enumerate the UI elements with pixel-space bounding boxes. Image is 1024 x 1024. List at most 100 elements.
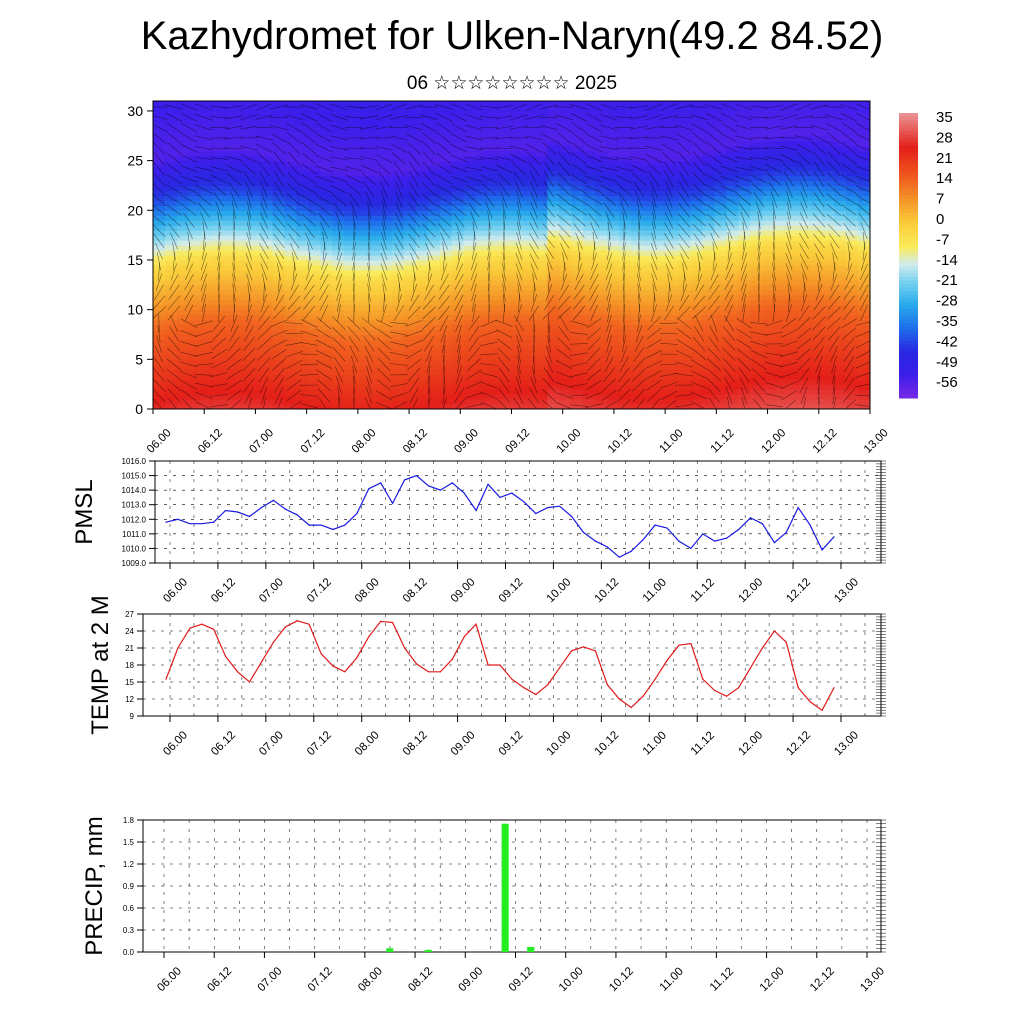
heatmap-cell bbox=[392, 230, 405, 236]
heatmap-cell bbox=[631, 314, 644, 321]
heatmap-cell bbox=[738, 264, 752, 271]
heatmap-cell bbox=[690, 145, 704, 152]
heatmap-cell bbox=[164, 374, 178, 380]
heatmap-cell bbox=[153, 115, 166, 122]
heatmap-cell bbox=[702, 344, 716, 350]
wind-arrow bbox=[516, 335, 522, 353]
heatmap-cell bbox=[272, 235, 286, 241]
heatmap-cell bbox=[678, 120, 692, 127]
wind-arrow bbox=[436, 194, 452, 205]
heatmap-cell bbox=[834, 259, 847, 266]
heatmap-cell bbox=[547, 205, 560, 211]
heatmap-cell bbox=[583, 245, 596, 251]
heatmap-cell bbox=[296, 110, 309, 117]
heatmap-cell bbox=[595, 349, 608, 355]
wind-arrow bbox=[630, 115, 648, 120]
heatmap-cell bbox=[559, 180, 572, 187]
heatmap-cell bbox=[296, 299, 309, 306]
heatmap-cell bbox=[678, 255, 692, 261]
heatmap-cell bbox=[284, 334, 297, 341]
heatmap-cell bbox=[284, 354, 297, 360]
heatmap-cell bbox=[786, 205, 799, 211]
wind-arrow bbox=[516, 273, 522, 291]
heatmap-cell bbox=[714, 379, 728, 385]
wind-arrow bbox=[498, 181, 510, 197]
wind-arrow bbox=[652, 211, 656, 230]
heatmap-cell bbox=[212, 264, 226, 271]
heatmap-cell bbox=[690, 255, 704, 261]
heatmap-cell bbox=[368, 245, 381, 251]
heatmap-cell bbox=[642, 240, 656, 246]
heatmap-cell bbox=[583, 220, 596, 226]
heatmap-cell bbox=[320, 339, 333, 346]
heatmap-cell bbox=[260, 180, 274, 187]
heatmap-cell bbox=[678, 364, 692, 370]
heatmap-cell bbox=[702, 250, 716, 256]
heatmap-cell bbox=[224, 205, 238, 211]
wind-arrow bbox=[180, 351, 198, 357]
heatmap-cell bbox=[164, 145, 178, 152]
heatmap-cell bbox=[248, 344, 262, 350]
heatmap-cell bbox=[463, 354, 477, 360]
heatmap-cell bbox=[559, 225, 572, 231]
wind-arrow bbox=[577, 242, 581, 261]
heatmap-cell bbox=[248, 210, 262, 216]
wind-arrow bbox=[680, 253, 688, 270]
heatmap-cell bbox=[296, 135, 309, 142]
heatmap-cell bbox=[212, 135, 226, 142]
heatmap-cell bbox=[475, 115, 489, 122]
heatmap-cell bbox=[738, 324, 752, 331]
heatmap-cell bbox=[224, 399, 238, 405]
heatmap-cell bbox=[332, 334, 345, 341]
heatmap-cell bbox=[690, 225, 704, 231]
heatmap-cell bbox=[547, 379, 560, 385]
heatmap-cell bbox=[666, 160, 680, 167]
heatmap-cell bbox=[272, 210, 286, 216]
heatmap-cell bbox=[714, 394, 728, 400]
heatmap-cell bbox=[762, 339, 775, 346]
heatmap-cell bbox=[559, 185, 572, 192]
heatmap-cell bbox=[607, 399, 620, 405]
heatmap-cell bbox=[296, 364, 309, 370]
heatmap-cell bbox=[834, 364, 847, 370]
heatmap-cell bbox=[475, 349, 489, 355]
heatmap-cell bbox=[380, 200, 393, 206]
heatmap-cell bbox=[427, 264, 441, 271]
heatmap-cell bbox=[296, 210, 309, 216]
heatmap-cell bbox=[858, 284, 870, 291]
heatmap-cell bbox=[666, 299, 680, 306]
heatmap-cell bbox=[176, 101, 190, 107]
heatmap-cell bbox=[571, 110, 584, 117]
wind-arrow bbox=[709, 274, 719, 291]
heatmap-cell bbox=[607, 354, 620, 360]
heatmap-cell bbox=[642, 130, 656, 137]
heatmap-cell bbox=[248, 165, 262, 172]
heatmap-cell bbox=[236, 225, 250, 231]
heatmap-cell bbox=[308, 155, 321, 162]
wind-arrow bbox=[180, 361, 198, 368]
heatmap-cell bbox=[595, 215, 608, 221]
wind-arrow bbox=[381, 304, 387, 322]
heatmap-cell bbox=[368, 140, 381, 147]
wind-arrow bbox=[480, 391, 498, 400]
heatmap-cell bbox=[392, 394, 405, 400]
heatmap-cell bbox=[356, 259, 369, 266]
heatmap-cell bbox=[439, 284, 453, 291]
heatmap-cell bbox=[595, 180, 608, 187]
heatmap-cell bbox=[726, 324, 740, 331]
heatmap-cell bbox=[212, 374, 226, 380]
heatmap-cell bbox=[463, 240, 477, 246]
heatmap-cell bbox=[344, 185, 357, 192]
heatmap-cell bbox=[834, 324, 847, 331]
wind-arrow bbox=[332, 316, 346, 330]
heatmap-cell bbox=[738, 165, 752, 172]
wind-arrow bbox=[187, 242, 191, 261]
heatmap-cell bbox=[153, 215, 166, 221]
heatmap-cell bbox=[822, 125, 835, 132]
heatmap-cell bbox=[356, 120, 369, 127]
wind-arrow bbox=[255, 143, 273, 153]
wind-arrow bbox=[556, 348, 572, 360]
heatmap-cell bbox=[236, 314, 250, 321]
heatmap-cell bbox=[380, 180, 393, 187]
heatmap-cell bbox=[762, 329, 775, 336]
